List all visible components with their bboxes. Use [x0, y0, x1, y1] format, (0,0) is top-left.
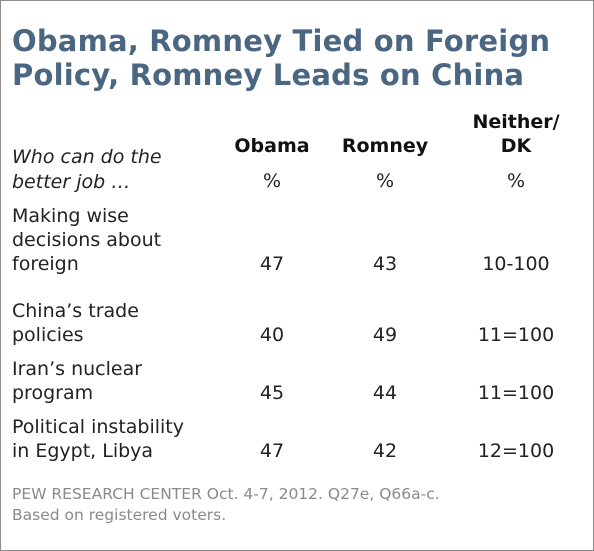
column-header-romney-line-2: Romney — [341, 135, 429, 157]
row-label-foreign: Making wise decisions about foreign — [12, 204, 161, 276]
cell-romney: 44 — [372, 382, 398, 404]
cell-romney: 43 — [372, 253, 398, 275]
title-line-2: Policy, Romney Leads on China — [12, 58, 525, 92]
column-header-neither-line-1: Neither/ — [472, 111, 560, 133]
cell-obama: 47 — [259, 253, 285, 275]
row-label-china: China’s trade policies — [12, 299, 139, 347]
question-line-2: better job … — [12, 171, 131, 193]
row-label-line: decisions about — [12, 229, 162, 251]
chart-title: Obama, Romney Tied on Foreign Policy, Ro… — [12, 24, 582, 92]
row-label-iran: Iran’s nuclear program — [12, 357, 142, 405]
source-line-1: PEW RESEARCH CENTER Oct. 4-7, 2012. Q27e… — [12, 485, 440, 503]
row-label-line: policies — [12, 324, 84, 346]
row-label-line: foreign — [12, 253, 79, 275]
column-header-obama: Obama — [197, 110, 347, 158]
column-header-neither: Neither/ DK — [441, 110, 591, 158]
column-unit-obama: % — [262, 170, 282, 192]
cell-romney: 42 — [372, 440, 398, 462]
row-label-egypt-libya: Political instability in Egypt, Libya — [12, 415, 184, 463]
column-unit-neither: % — [506, 170, 526, 192]
row-label-line: program — [12, 382, 94, 404]
cell-obama: 47 — [259, 440, 285, 462]
title-line-1: Obama, Romney Tied on Foreign — [12, 24, 551, 58]
row-label-line: China’s trade — [12, 300, 139, 322]
row-label-line: Iran’s nuclear — [12, 358, 143, 380]
cell-obama: 45 — [259, 382, 285, 404]
column-header-obama-line-2: Obama — [234, 135, 310, 157]
cell-neither: 10-100 — [482, 253, 550, 275]
row-label-line: Making wise — [12, 205, 129, 227]
question-label: Who can do the better job … — [12, 145, 162, 195]
cell-neither: 11=100 — [477, 382, 555, 404]
column-header-romney-line-1 — [310, 110, 460, 134]
cell-neither: 12=100 — [477, 440, 555, 462]
column-header-neither-line-2: DK — [500, 135, 532, 157]
question-line-1: Who can do the — [12, 146, 162, 168]
column-unit-romney: % — [375, 170, 395, 192]
source-note: PEW RESEARCH CENTER Oct. 4-7, 2012. Q27e… — [12, 484, 440, 526]
column-header-romney: Romney — [310, 110, 460, 158]
source-line-2: Based on registered voters. — [12, 506, 227, 524]
cell-romney: 49 — [372, 324, 398, 346]
cell-neither: 11=100 — [477, 324, 555, 346]
row-label-line: in Egypt, Libya — [12, 440, 154, 462]
row-label-line: Political instability — [12, 416, 185, 438]
cell-obama: 40 — [259, 324, 285, 346]
